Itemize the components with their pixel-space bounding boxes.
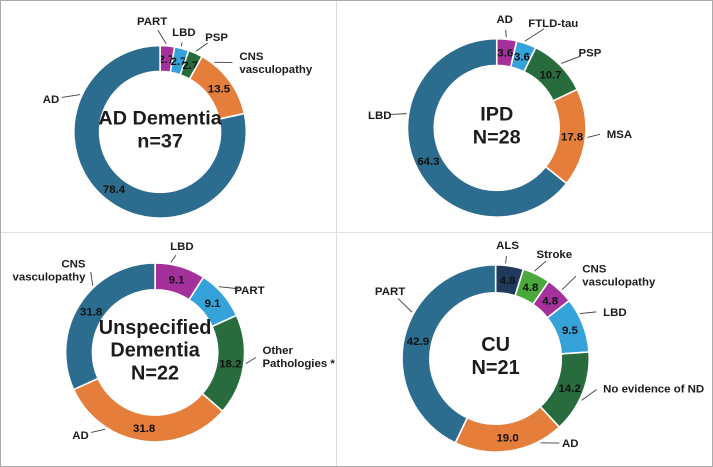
chart-title-line: IPD [480, 104, 513, 126]
slice-callout-label-psp: PSP [579, 48, 602, 60]
slice-lbd [406, 37, 568, 218]
callout-line-stroke [534, 260, 547, 272]
donut-chart-ad-dementia-n-37: 2.7PART2.7LBD2.7PSP13.5CNSvasculopathy78… [43, 16, 313, 219]
chart-title-line: Unspecified [99, 317, 212, 339]
slice-callout-label-lbd: LBD [170, 241, 193, 253]
quadrant-cu: 4.8 ALS 4.8 Stroke 4.8 CNS vasculopathy 9.5 LBD 1… [337, 233, 712, 466]
slice-callout-label-ad: AD [562, 438, 579, 450]
slice-part [401, 264, 497, 444]
slice-callout-label-part: PART [137, 16, 167, 28]
quadrant-unspecified-dementia: 9.1 LBD 9.1 PART 18.2 Other Pathologies * 31.8 A… [1, 233, 337, 466]
slice-value-label: 9.1 [205, 298, 222, 310]
slice-callout-label-ad: AD [496, 14, 512, 26]
slice-callout-label-no-evidence-of-nd: No evidence of ND [603, 383, 704, 395]
chart-title-line: N=21 [472, 357, 520, 379]
donut-chart-ipd-n-28: 3.6 AD 3.6 FTLD-tau 10.7 PSP 17.8 MSA 64.3 LBD IPD… [368, 14, 632, 218]
slice-value-label: 13.5 [208, 83, 231, 95]
callout-line-ftld-tau [524, 28, 545, 42]
callout-line-other-pathologies [245, 357, 257, 365]
slice-value-label: 31.8 [80, 306, 102, 318]
callout-line-cns-vasculopathy [90, 271, 94, 286]
slice-ad [73, 44, 248, 219]
callout-line-part [157, 29, 167, 45]
slice-value-label: 14.2 [559, 383, 581, 395]
slice-value-label: 18.2 [219, 359, 241, 371]
callout-line-ad [91, 428, 106, 433]
quadrant-ad-dementia: 2.7 PART 2.7 LBD 2.7 PSP 13.5 CNS vasculopathy 78… [1, 1, 337, 233]
chart-title-line: n=37 [137, 130, 183, 152]
callout-line-lbd [390, 113, 407, 115]
slice-callout-label-lbd: LBD [368, 110, 391, 122]
slice-callout-label-lbd: LBD [172, 27, 195, 39]
chart-title-line: CU [481, 334, 510, 356]
slice-value-label: 4.8 [500, 275, 517, 287]
chart-title-line: AD Dementia [98, 108, 222, 130]
callout-line-lbd [180, 42, 183, 47]
slice-value-label: 4.8 [542, 296, 559, 308]
callout-line-lbd [579, 311, 597, 315]
slice-value-label: 9.1 [169, 275, 186, 287]
slice-callout-label-psp: PSP [205, 32, 228, 44]
slice-value-label: 3.6 [497, 48, 513, 60]
slice-value-label: 4.8 [522, 282, 539, 294]
slice-callout-label-lbd: LBD [603, 307, 627, 319]
slice-callout-label-other-pathologies: Other [262, 345, 293, 357]
slice-callout-label-part: PART [234, 285, 264, 297]
slice-value-label: 42.9 [407, 336, 429, 348]
slice-value-label: 2.7 [171, 56, 187, 68]
slice-callout-label-cns-vasculopathy: vasculopathy [239, 64, 312, 76]
slice-value-label: 10.7 [539, 70, 561, 82]
slice-callout-label-other-pathologies: Pathologies * [262, 358, 335, 370]
callout-line-msa [587, 133, 601, 138]
slice-callout-label-stroke: Stroke [537, 249, 573, 261]
callout-line-cns-vasculopathy [561, 275, 577, 291]
slice-value-label: 78.4 [103, 184, 126, 196]
slice-value-label: 31.8 [133, 423, 155, 435]
slice-cns-vasculopathy [64, 262, 156, 391]
callout-line-ad [505, 29, 507, 38]
callout-line-part [218, 286, 239, 290]
chart-title-line: Dementia [110, 340, 200, 362]
slice-callout-label-part: PART [375, 286, 405, 298]
chart-title-line: N=22 [131, 363, 179, 385]
slice-value-label: 64.3 [417, 156, 439, 168]
slice-callout-label-cns-vasculopathy: vasculopathy [12, 272, 86, 284]
callout-line-als [505, 255, 507, 264]
slice-ad [454, 405, 561, 453]
slice-value-label: 9.5 [562, 325, 579, 337]
slice-callout-label-cns-vasculopathy: CNS [239, 51, 263, 63]
slice-callout-label-ftld-tau: FTLD-tau [528, 18, 578, 30]
slice-value-label: 19.0 [496, 432, 518, 444]
callout-line-no-evidence-of-nd [581, 389, 597, 401]
slice-callout-label-als: ALS [496, 240, 519, 252]
slice-callout-label-msa: MSA [607, 129, 632, 141]
chart-title-line: N=28 [473, 126, 521, 148]
slice-value-label: 2.7 [158, 54, 174, 66]
callout-line-psp [195, 42, 208, 52]
callout-line-psp [561, 55, 580, 64]
slice-callout-label-cns-vasculopathy: CNS [582, 263, 607, 275]
slice-callout-label-cns-vasculopathy: vasculopathy [582, 276, 656, 288]
slice-value-label: 17.8 [561, 132, 583, 144]
callout-line-part [397, 298, 413, 313]
slice-callout-label-cns-vasculopathy: CNS [61, 259, 85, 271]
slice-callout-label-ad: AD [72, 430, 89, 442]
slice-callout-label-ad: AD [43, 94, 59, 106]
callout-line-lbd [170, 254, 177, 263]
callout-line-ad [61, 94, 81, 98]
slice-value-label: 3.6 [514, 51, 530, 63]
quadrant-ipd: 3.6 AD 3.6 FTLD-tau 10.7 PSP 17.8 MSA 64.3 LBD IPD… [337, 1, 712, 233]
